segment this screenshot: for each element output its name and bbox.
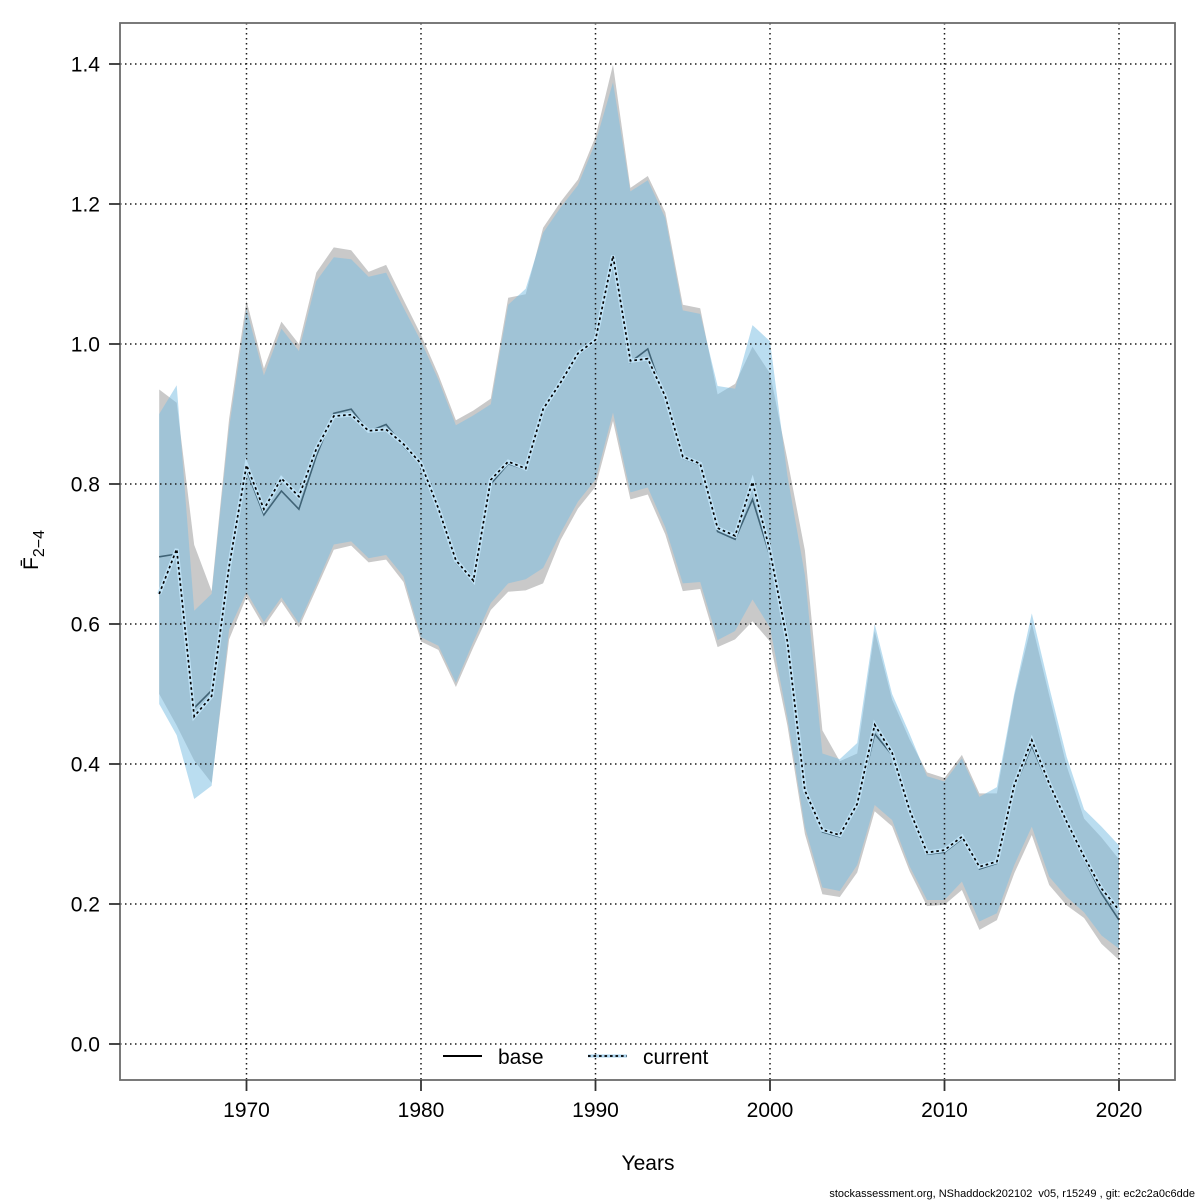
svg-text:0.6: 0.6 [71, 614, 100, 637]
svg-text:2010: 2010 [921, 1099, 968, 1122]
svg-text:1.0: 1.0 [71, 334, 100, 357]
svg-text:current: current [643, 1046, 709, 1069]
svg-text:1990: 1990 [572, 1099, 619, 1122]
svg-text:stockassessment.org, NShaddock: stockassessment.org, NShaddock202102 v05… [829, 1188, 1195, 1200]
svg-text:Years: Years [622, 1152, 675, 1175]
svg-text:0.8: 0.8 [71, 474, 100, 497]
svg-text:1980: 1980 [398, 1099, 445, 1122]
svg-text:0.0: 0.0 [71, 1034, 100, 1057]
svg-text:1.4: 1.4 [71, 54, 101, 77]
svg-text:1.2: 1.2 [71, 194, 100, 217]
svg-text:0.4: 0.4 [71, 754, 101, 777]
svg-text:1970: 1970 [223, 1099, 270, 1122]
svg-text:2000: 2000 [747, 1099, 794, 1122]
svg-text:0.2: 0.2 [71, 894, 100, 917]
svg-text:base: base [498, 1046, 544, 1069]
svg-text:2020: 2020 [1096, 1099, 1143, 1122]
